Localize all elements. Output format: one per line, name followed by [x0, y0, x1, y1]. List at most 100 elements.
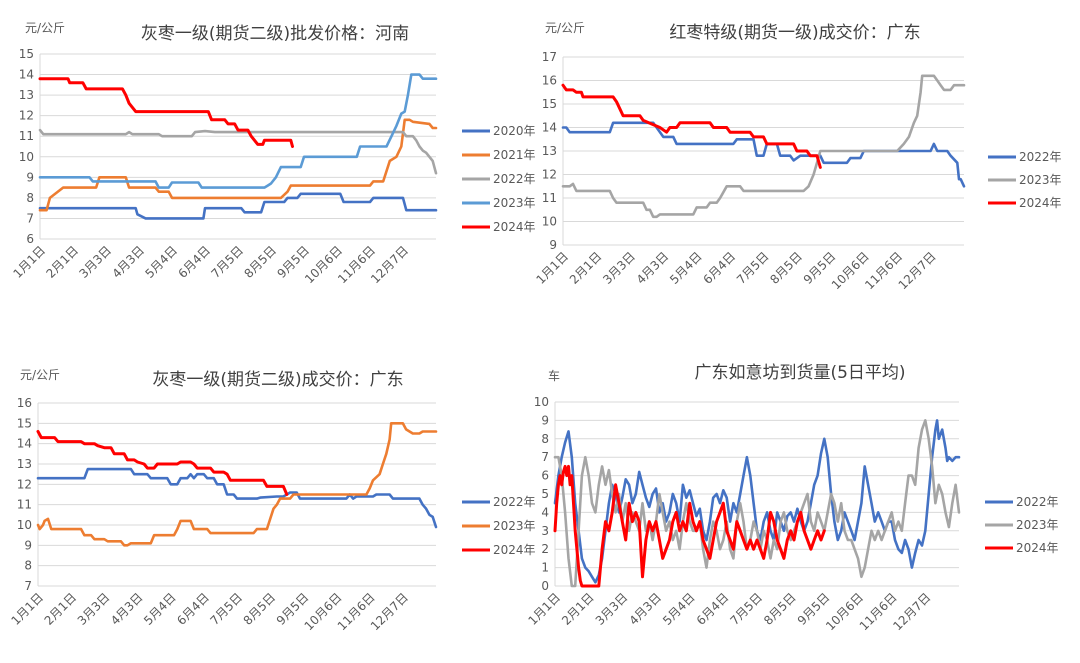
x-tick-label: 4月3日 [109, 243, 147, 281]
legend-label: 2020年 [493, 124, 536, 138]
series-line-2023年 [36, 421, 438, 547]
chart-title: 灰枣一级(期货二级)成交价：广东 [152, 370, 403, 390]
legend-label: 2024年 [493, 220, 536, 234]
y-tick-label: 9 [26, 170, 34, 184]
x-tick-label: 2月1日 [559, 590, 597, 628]
x-tick-label: 1月1日 [525, 590, 563, 628]
y-tick-label: 5 [541, 487, 549, 501]
y-tick-label: 0 [541, 579, 549, 593]
x-tick-label: 2月1日 [43, 243, 81, 281]
y-tick-label: 2 [541, 542, 549, 556]
y-tick-label: 6 [26, 232, 34, 246]
unit-label: 元/公斤 [545, 21, 585, 35]
series-line-2024年 [36, 430, 289, 496]
legend-label: 2023年 [493, 196, 536, 210]
x-tick-label: 3月3日 [600, 249, 638, 287]
unit-label: 元/公斤 [20, 368, 60, 382]
series-line-2024年 [38, 77, 294, 148]
legend-label: 2024年 [1019, 196, 1062, 210]
chart-1: 灰枣一级(期货二级)批发价格：河南 元/公斤 6 7 8 9 10 11 12 13 14 15 1月1… [10, 21, 535, 286]
y-tick-label: 14 [542, 121, 557, 135]
y-tick-label: 12 [17, 477, 32, 491]
series-line-2023年 [553, 419, 961, 588]
legend-label: 2022年 [1019, 150, 1062, 164]
series-line-2023年 [561, 74, 966, 219]
unit-label: 元/公斤 [25, 21, 65, 35]
legend-label: 2022年 [493, 495, 536, 509]
x-tick-label: 7月5日 [734, 249, 772, 287]
x-tick-label: 6月4日 [701, 249, 739, 287]
y-tick-label: 11 [542, 191, 557, 205]
x-tick-label: 5月4日 [141, 590, 179, 628]
x-tick-label: 7月5日 [207, 590, 245, 628]
y-tick-label: 14 [19, 68, 34, 82]
y-tick-label: 11 [17, 498, 32, 512]
legend-label: 2023年 [1016, 518, 1059, 532]
chart-2: 红枣特级(期货一级)成交价：广东 元/公斤 9 10 11 12 13 14 15 16 17 1月1… [533, 21, 1061, 292]
x-tick-label: 5月4日 [142, 243, 180, 281]
x-tick-label: 8月5日 [761, 590, 799, 628]
y-tick-label: 9 [541, 413, 549, 427]
chart-4: 广东如意坊到货量(5日平均) 车 0 1 2 3 4 5 6 7 8 9 10 1月1日2月1日3月3日4… [525, 363, 1058, 633]
y-tick-label: 7 [26, 211, 34, 225]
series-line-2022年 [36, 467, 438, 529]
y-tick-label: 16 [542, 74, 557, 88]
x-tick-label: 7月5日 [727, 590, 765, 628]
x-tick-label: 4月3日 [626, 590, 664, 628]
y-tick-label: 14 [17, 437, 32, 451]
x-tick-label: 2月1日 [567, 249, 605, 287]
x-tick-label: 5月4日 [667, 249, 705, 287]
legend-label: 2024年 [493, 543, 536, 557]
legend-label: 2023年 [1019, 173, 1062, 187]
y-tick-label: 7 [541, 450, 549, 464]
y-tick-label: 10 [19, 150, 34, 164]
chart-title: 灰枣一级(期货二级)批发价格：河南 [141, 24, 409, 44]
legend-label: 2022年 [493, 172, 536, 186]
x-tick-label: 4月3日 [634, 249, 672, 287]
y-tick-label: 8 [24, 559, 32, 573]
x-tick-label: 6月4日 [174, 590, 212, 628]
y-tick-label: 10 [17, 518, 32, 532]
y-tick-label: 3 [541, 524, 549, 538]
y-tick-label: 16 [17, 396, 32, 410]
series-line-2024年 [561, 83, 822, 169]
x-tick-label: 3月3日 [75, 590, 113, 628]
series-line-2022年 [38, 128, 438, 175]
y-tick-label: 15 [19, 47, 34, 61]
x-tick-label: 6月4日 [694, 590, 732, 628]
y-tick-label: 13 [19, 88, 34, 102]
y-tick-label: 12 [542, 168, 557, 182]
y-tick-label: 11 [19, 129, 34, 143]
x-tick-label: 5月4日 [660, 590, 698, 628]
x-tick-label: 8月5日 [767, 249, 805, 287]
y-tick-label: 4 [541, 505, 549, 519]
y-tick-label: 15 [542, 97, 557, 111]
chart-3: 灰枣一级(期货二级)成交价：广东 元/公斤 7 8 9 10 11 12 13 14 15 16 1月1… [8, 368, 535, 633]
x-tick-label: 6月4日 [175, 243, 213, 281]
y-tick-label: 13 [17, 457, 32, 471]
y-tick-label: 1 [541, 561, 549, 575]
series-line-2024年 [553, 464, 826, 588]
y-tick-label: 9 [549, 238, 557, 252]
legend-label: 2021年 [493, 148, 536, 162]
y-tick-label: 10 [534, 395, 549, 409]
y-tick-label: 9 [24, 538, 32, 552]
chart-title: 广东如意坊到货量(5日平均) [694, 363, 905, 383]
x-tick-label: 12月7日 [890, 590, 933, 633]
series-line-2020年 [38, 192, 438, 220]
x-tick-label: 8月5日 [241, 590, 279, 628]
series-line-2023年 [38, 73, 438, 189]
y-tick-label: 7 [24, 579, 32, 593]
x-tick-label: 8月5日 [241, 243, 279, 281]
x-tick-label: 3月3日 [76, 243, 114, 281]
series-line-2022年 [561, 121, 966, 188]
series-line-2022年 [553, 419, 961, 584]
y-tick-label: 6 [541, 469, 549, 483]
x-tick-label: 1月1日 [8, 590, 46, 628]
series-line-2021年 [38, 118, 438, 212]
x-tick-label: 2月1日 [42, 590, 80, 628]
unit-label: 车 [548, 368, 560, 383]
x-tick-label: 7月5日 [208, 243, 246, 281]
legend-label: 2023年 [493, 519, 536, 533]
